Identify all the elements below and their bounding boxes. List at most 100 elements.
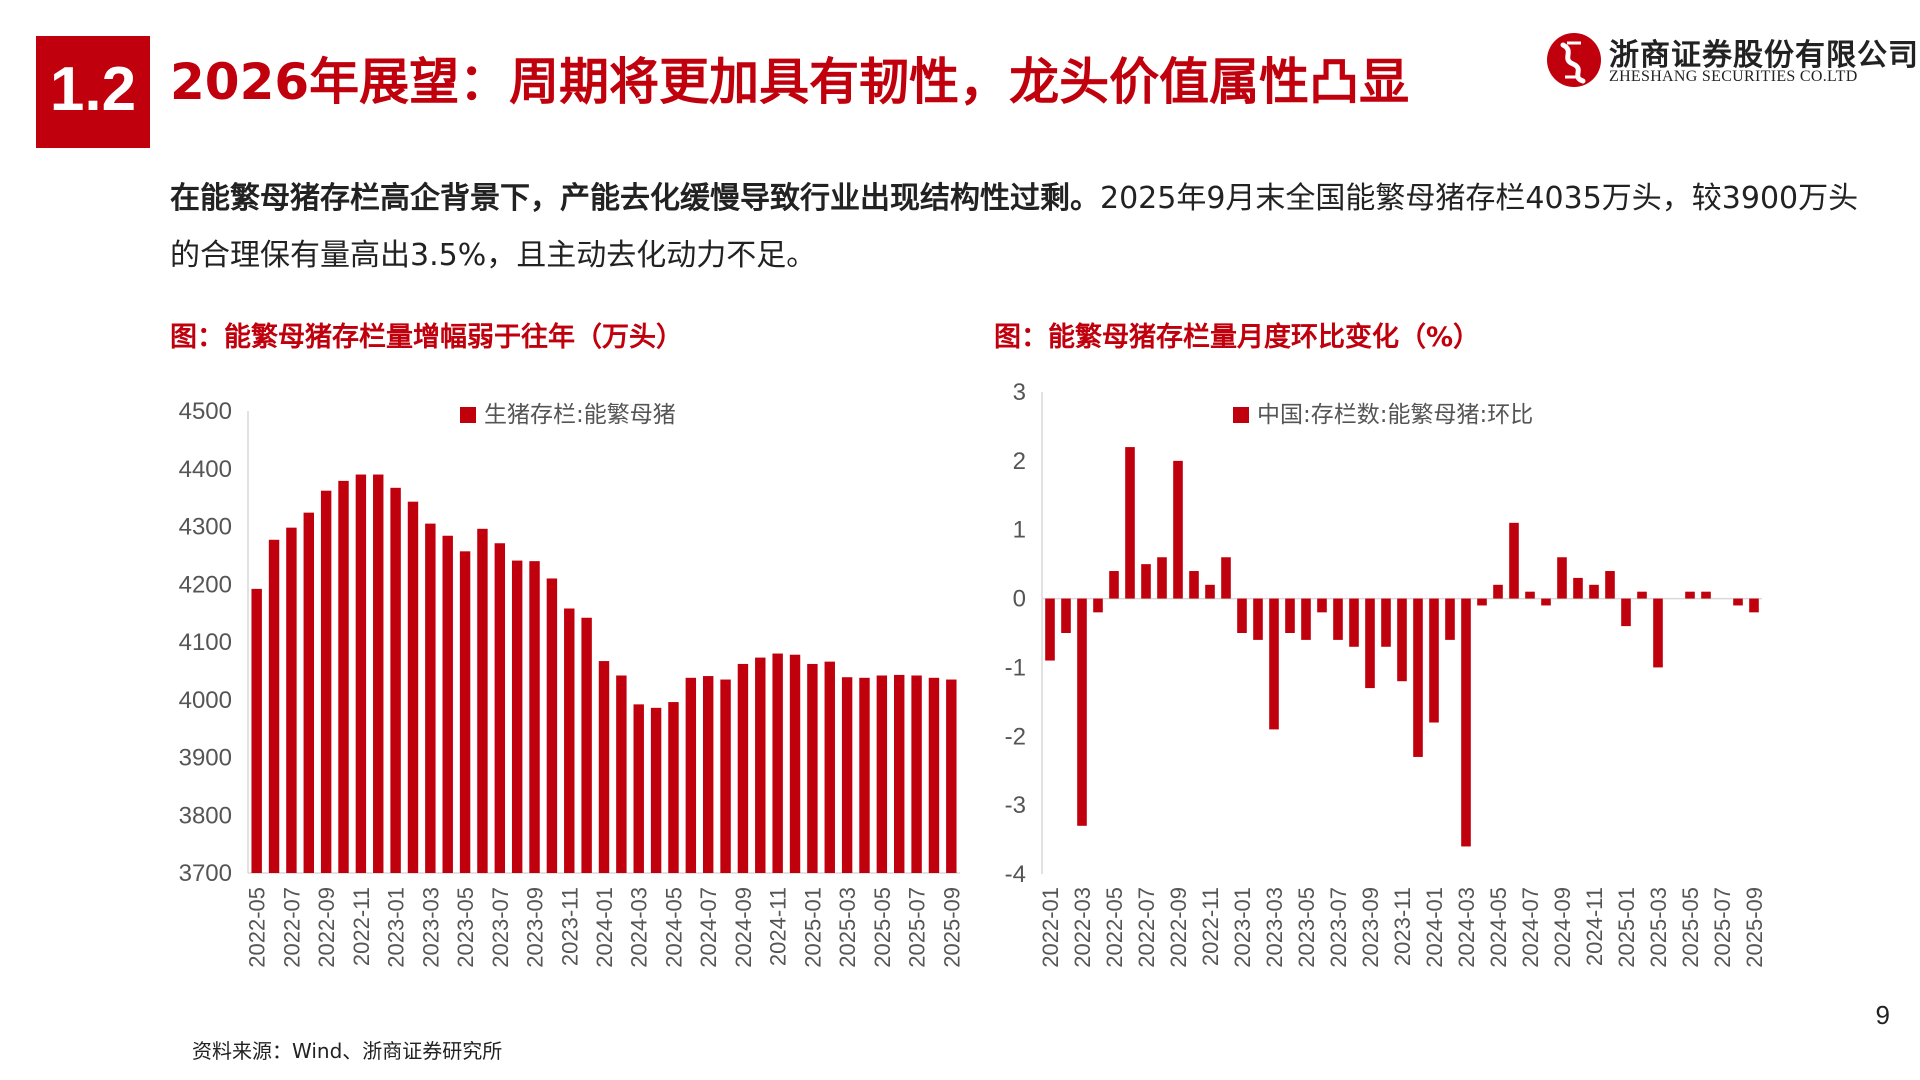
legend-label: 生猪存栏:能繁母猪 bbox=[484, 402, 676, 428]
bar-2023-09 bbox=[1365, 598, 1375, 689]
y-tick-label: 1 bbox=[1013, 517, 1026, 544]
x-tick-label: 2023-05 bbox=[1294, 887, 1319, 968]
x-tick-label: 2025-05 bbox=[870, 887, 895, 968]
x-tick-label: 2023-11 bbox=[1390, 887, 1415, 966]
bar-2023-12 bbox=[581, 617, 592, 873]
bar-2023-07 bbox=[494, 543, 506, 873]
bar-2024-10 bbox=[755, 657, 766, 873]
bar-2025-03 bbox=[1653, 598, 1663, 668]
bar-2025-05 bbox=[876, 675, 888, 873]
bar-2022-09 bbox=[320, 490, 332, 873]
bar-2025-07 bbox=[911, 675, 922, 873]
bar-2022-08 bbox=[1157, 557, 1167, 599]
bar-2022-05 bbox=[1109, 571, 1119, 599]
bar-2022-11 bbox=[355, 474, 367, 873]
x-tick-label: 2023-01 bbox=[1230, 887, 1255, 968]
bar-2024-04 bbox=[1477, 598, 1487, 606]
bar-2024-06 bbox=[1509, 522, 1519, 599]
zheshang-logo-icon bbox=[1547, 33, 1601, 87]
logo-chinese-name: 浙商证券股份有限公司 bbox=[1609, 38, 1919, 73]
bar-2025-03 bbox=[841, 677, 853, 873]
bar-2023-01 bbox=[390, 487, 401, 873]
bar-2025-01 bbox=[1621, 598, 1631, 627]
x-tick-label: 2022-11 bbox=[1198, 887, 1223, 966]
section-badge: 1.2 bbox=[36, 36, 150, 148]
bar-2024-01 bbox=[1429, 598, 1439, 723]
y-tick-label: 3700 bbox=[179, 860, 232, 887]
x-tick-label: 2024-03 bbox=[627, 887, 652, 968]
bar-2022-10 bbox=[1189, 571, 1199, 599]
bar-2023-03 bbox=[1269, 598, 1279, 730]
bar-2024-03 bbox=[633, 704, 644, 873]
x-tick-label: 2023-03 bbox=[1262, 887, 1287, 968]
x-tick-label: 2023-07 bbox=[1326, 887, 1351, 968]
x-tick-label: 2023-03 bbox=[418, 887, 443, 968]
bar-2024-10 bbox=[1573, 577, 1583, 599]
bar-2024-08 bbox=[1541, 598, 1551, 606]
y-tick-label: 3900 bbox=[179, 745, 232, 772]
bar-2023-05 bbox=[1301, 598, 1311, 640]
bar-2023-07 bbox=[1333, 598, 1343, 640]
x-tick-label: 2025-03 bbox=[835, 887, 860, 968]
bar-2024-09 bbox=[1557, 557, 1567, 599]
bar-2022-12 bbox=[373, 474, 384, 873]
bar-2024-08 bbox=[720, 679, 731, 873]
bar-2022-08 bbox=[303, 512, 314, 873]
bar-2023-09 bbox=[529, 561, 540, 873]
logo-english-name: ZHESHANG SECURITIES CO.LTD bbox=[1609, 68, 1858, 85]
bar-2023-04 bbox=[442, 535, 453, 873]
legend-swatch bbox=[1233, 407, 1249, 423]
bar-2023-02 bbox=[1253, 598, 1263, 640]
bar-2023-01 bbox=[1237, 598, 1247, 633]
bar-2023-03 bbox=[425, 523, 436, 873]
x-tick-label: 2025-07 bbox=[905, 887, 930, 968]
page-title: 2026年展望：周期将更加具有韧性，龙头价值属性凸显 bbox=[170, 53, 1410, 111]
bar-2025-01 bbox=[807, 663, 818, 873]
x-tick-label: 2023-09 bbox=[523, 887, 548, 968]
bar-2025-08 bbox=[928, 677, 940, 873]
bar-2023-06 bbox=[477, 528, 488, 873]
y-tick-label: -4 bbox=[1005, 861, 1026, 888]
bar-2024-07 bbox=[702, 676, 714, 873]
x-tick-label: 2022-11 bbox=[349, 887, 374, 966]
y-tick-label: 4200 bbox=[179, 571, 232, 598]
x-tick-label: 2024-03 bbox=[1454, 887, 1479, 968]
bar-2022-07 bbox=[286, 527, 297, 873]
bar-2023-06 bbox=[1317, 598, 1327, 613]
x-tick-label: 2022-07 bbox=[1134, 887, 1159, 968]
bar-2022-11 bbox=[1205, 584, 1215, 599]
source-note: 资料来源：Wind、浙商证券研究所 bbox=[192, 1039, 503, 1063]
chart-title-left: 图：能繁母猪存栏量增幅弱于往年（万头） bbox=[170, 322, 683, 353]
x-tick-label: 2023-11 bbox=[557, 887, 582, 966]
bar-2023-12 bbox=[1413, 598, 1423, 757]
bar-2023-10 bbox=[1381, 598, 1391, 647]
x-tick-label: 2022-01 bbox=[1038, 887, 1063, 968]
bar-2024-11 bbox=[772, 653, 783, 873]
bar-2024-03 bbox=[1461, 598, 1471, 847]
x-tick-label: 2025-03 bbox=[1646, 887, 1671, 968]
y-tick-label: 4400 bbox=[179, 456, 232, 483]
bar-2024-09 bbox=[737, 663, 749, 873]
x-tick-label: 2024-09 bbox=[731, 887, 756, 968]
y-tick-label: 4300 bbox=[179, 514, 232, 541]
y-tick-label: 3 bbox=[1013, 380, 1026, 406]
x-tick-label: 2024-05 bbox=[1486, 887, 1511, 968]
x-tick-label: 2025-05 bbox=[1678, 887, 1703, 968]
legend-label: 中国:存栏数:能繁母猪:环比 bbox=[1257, 402, 1533, 428]
bar-2025-09 bbox=[1749, 598, 1759, 613]
bar-2025-06 bbox=[1701, 591, 1711, 599]
x-tick-label: 2023-01 bbox=[384, 887, 409, 968]
bar-2025-09 bbox=[946, 679, 957, 873]
y-tick-label: -2 bbox=[1005, 723, 1026, 750]
bar-2025-04 bbox=[859, 677, 870, 873]
bar-2023-11 bbox=[1397, 598, 1407, 682]
x-tick-label: 2023-05 bbox=[453, 887, 478, 968]
x-tick-label: 2024-01 bbox=[592, 887, 617, 968]
page-number: 9 bbox=[1875, 1000, 1890, 1030]
bar-2023-04 bbox=[1285, 598, 1295, 633]
x-tick-label: 2023-09 bbox=[1358, 887, 1383, 968]
y-tick-label: -1 bbox=[1005, 654, 1026, 681]
bar-2025-06 bbox=[894, 674, 905, 873]
bar-2022-01 bbox=[1045, 598, 1055, 661]
x-tick-label: 2025-01 bbox=[1614, 887, 1639, 968]
